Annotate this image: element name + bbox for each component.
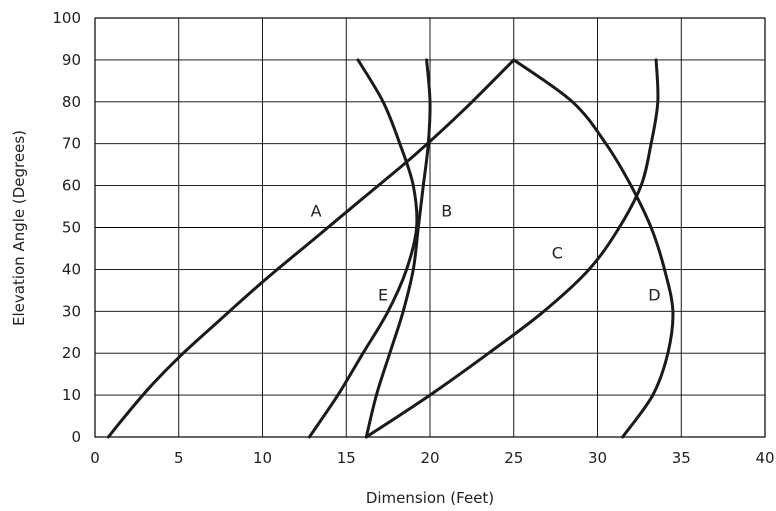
series-label-B: B xyxy=(441,202,452,221)
y-tick-label: 30 xyxy=(62,302,81,320)
y-tick-label: 90 xyxy=(62,51,81,69)
x-tick-label: 5 xyxy=(174,449,184,467)
series-line-A xyxy=(106,58,516,439)
x-tick-label: 25 xyxy=(504,449,523,467)
x-tick-label: 15 xyxy=(337,449,356,467)
plot-frame xyxy=(94,17,766,438)
x-tick-label: 10 xyxy=(253,449,272,467)
x-tick-label: 30 xyxy=(588,449,607,467)
series-label-C: C xyxy=(552,244,563,263)
series-label-A: A xyxy=(311,202,322,221)
series-line-C xyxy=(364,58,660,439)
series-line-B xyxy=(364,58,432,439)
y-tick-label: 50 xyxy=(62,219,81,237)
y-tick-label: 10 xyxy=(62,386,81,404)
y-tick-labels: 0 10 20 30 40 50 60 70 80 90 100 xyxy=(52,9,81,446)
series-line-D xyxy=(512,58,675,439)
y-tick-label: 100 xyxy=(52,9,81,27)
x-tick-label: 35 xyxy=(672,449,691,467)
series-lines xyxy=(106,58,675,439)
x-tick-labels: 0 5 10 15 20 25 30 35 40 xyxy=(90,449,774,467)
y-tick-label: 80 xyxy=(62,93,81,111)
y-tick-label: 60 xyxy=(62,177,81,195)
y-tick-label: 70 xyxy=(62,135,81,153)
series-line-E xyxy=(307,58,419,439)
series-label-E: E xyxy=(378,286,388,305)
y-tick-label: 0 xyxy=(71,428,81,446)
y-tick-label: 20 xyxy=(62,344,81,362)
x-axis-label: Dimension (Feet) xyxy=(366,489,494,507)
series-labels: A B C D E xyxy=(311,202,661,305)
x-tick-label: 40 xyxy=(755,449,774,467)
y-tick-label: 40 xyxy=(62,260,81,278)
x-tick-label: 20 xyxy=(420,449,439,467)
x-tick-label: 0 xyxy=(90,449,100,467)
y-axis-label: Elevation Angle (Degrees) xyxy=(10,130,28,326)
series-label-D: D xyxy=(648,286,660,305)
